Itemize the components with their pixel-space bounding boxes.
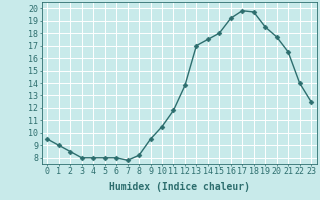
X-axis label: Humidex (Indice chaleur): Humidex (Indice chaleur) [109,182,250,192]
